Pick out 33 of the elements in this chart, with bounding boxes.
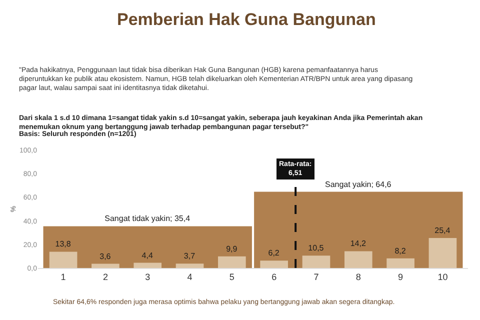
x-tick-label: 4	[187, 272, 192, 282]
bar	[344, 251, 372, 268]
data-label: 6,2	[268, 248, 280, 258]
data-label: 10,5	[308, 244, 324, 253]
data-label: Sangat yakin; 64,6	[324, 180, 392, 189]
data-label: 3,6	[100, 252, 112, 261]
data-label: 4,4	[142, 250, 154, 260]
x-tick-label: 10	[438, 272, 448, 282]
x-tick-label: 6	[272, 272, 277, 282]
data-label: 25,4	[434, 226, 451, 236]
x-tick-label: 7	[314, 272, 319, 282]
data-label: 14,2	[350, 239, 366, 248]
data-label: 8,2	[394, 246, 406, 256]
bar	[218, 256, 246, 268]
bar	[134, 262, 162, 268]
bar	[260, 260, 288, 268]
bar	[49, 252, 78, 268]
data-label: Sangat tidak yakin; 35,4	[104, 214, 191, 224]
x-tick-label: 5	[229, 272, 234, 282]
x-tick-label: 3	[145, 272, 150, 282]
bar	[302, 256, 330, 268]
data-label: 13,8	[55, 240, 72, 249]
bar	[176, 264, 204, 268]
bar	[92, 264, 120, 268]
data-label: 9,9	[226, 244, 238, 254]
chart-title: Pemberian Hak Guna Bangunan	[117, 10, 376, 29]
x-tick-label: 9	[398, 272, 404, 282]
x-tick-label: 8	[356, 272, 361, 282]
data-label: 3,7	[184, 252, 196, 261]
bar	[386, 258, 414, 268]
bar	[428, 238, 457, 268]
x-tick-label: 1	[60, 272, 66, 282]
x-tick-label: 2	[102, 272, 108, 282]
